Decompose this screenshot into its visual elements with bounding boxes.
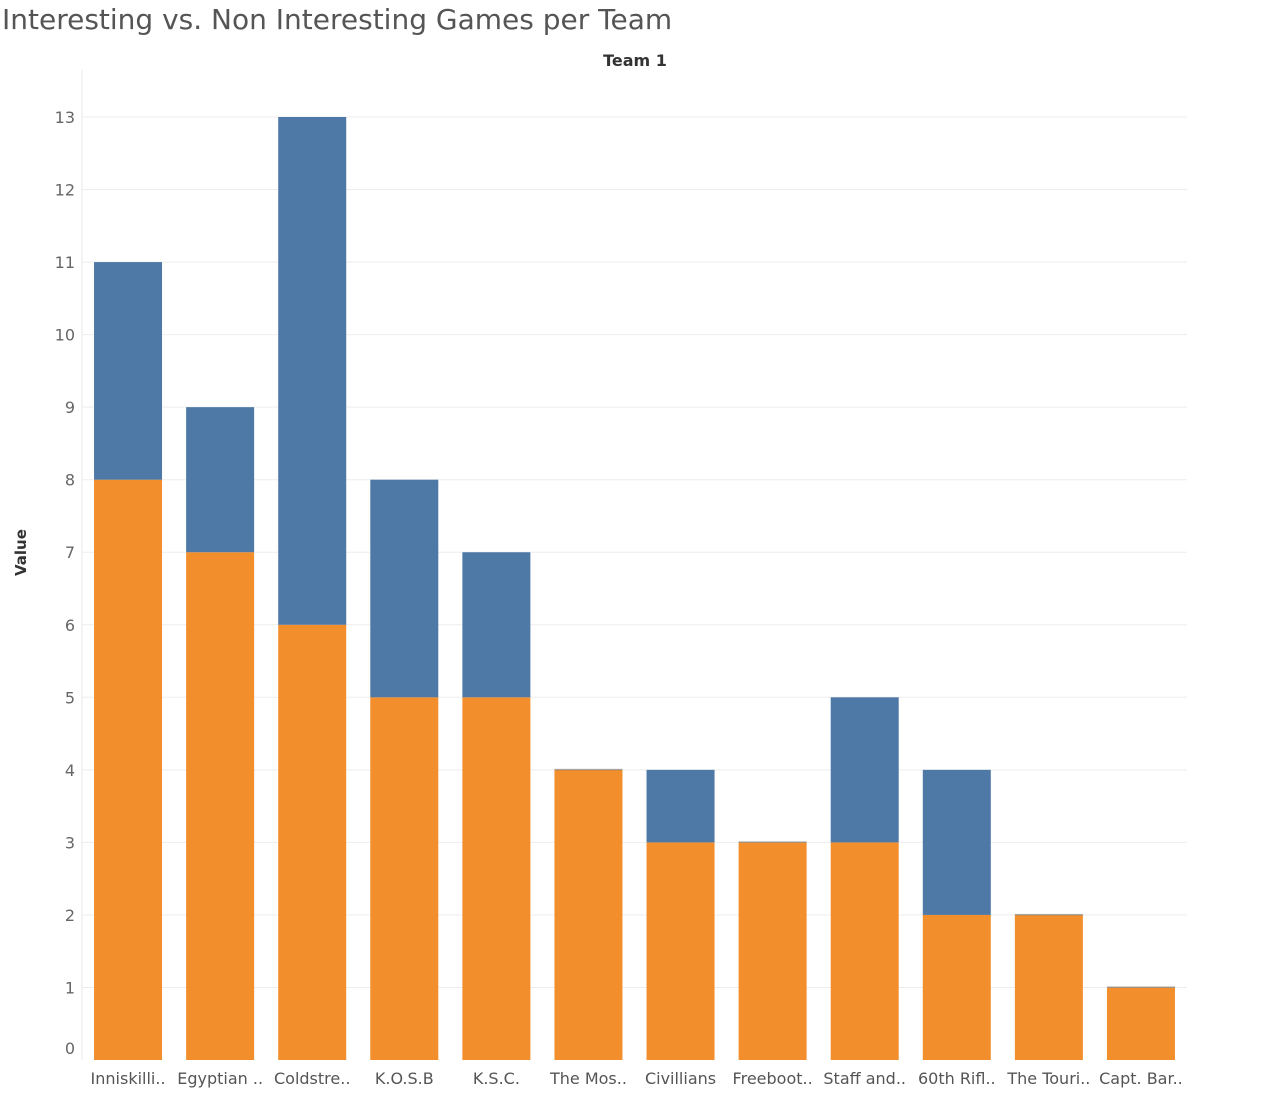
bar-segment-series-2[interactable] [922, 769, 991, 915]
bar-segment-series-1[interactable] [370, 697, 439, 1060]
y-tick-label: 1 [65, 978, 75, 997]
y-tick-label: 6 [65, 616, 75, 635]
x-tick-label: Coldstre.. [274, 1069, 350, 1088]
y-tick-label: 3 [65, 833, 75, 852]
y-tick-label: 8 [65, 471, 75, 490]
x-tick-label: Freeboot.. [733, 1069, 813, 1088]
x-tick-label: The Touri.. [1006, 1069, 1090, 1088]
bar-segment-series-2[interactable] [830, 697, 899, 843]
x-tick-label: Staff and.. [823, 1069, 906, 1088]
bar-segment-series-1[interactable] [462, 697, 531, 1060]
column-header-label: Team 1 [603, 51, 667, 70]
bar-segment-series-2[interactable] [94, 262, 163, 480]
y-tick-label: 9 [65, 398, 75, 417]
bar-segment-series-2[interactable] [646, 769, 715, 843]
bar-segment-series-1[interactable] [646, 842, 715, 1060]
bars [94, 117, 1175, 1060]
bar-segment-series-2 [554, 768, 623, 771]
y-tick-label: 5 [65, 688, 75, 707]
bar-segment-series-2 [1014, 913, 1083, 916]
bar-segment-series-1[interactable] [1106, 987, 1175, 1060]
y-tick-label: 11 [55, 253, 75, 272]
x-tick-label: K.O.S.B [375, 1069, 434, 1088]
x-axis-labels: Inniskilli.. Egyptian .. Coldstre.. K.O.S.B… [91, 1069, 1183, 1088]
x-tick-label: Inniskilli.. [91, 1069, 166, 1088]
bar-segment-series-2[interactable] [278, 117, 347, 625]
x-tick-label: K.S.C. [473, 1069, 520, 1088]
bar-segment-series-2[interactable] [370, 479, 439, 698]
x-tick-label: Egyptian .. [177, 1069, 263, 1088]
bar-segment-series-1[interactable] [186, 552, 255, 1060]
x-tick-label: 60th Rifl.. [918, 1069, 996, 1088]
bar-segment-series-1[interactable] [830, 842, 899, 1060]
y-tick-label: 7 [65, 543, 75, 562]
bar-segment-series-2[interactable] [186, 407, 255, 553]
bar-segment-series-1[interactable] [278, 624, 347, 1060]
y-tick-label: 4 [65, 761, 75, 780]
bar-segment-series-1[interactable] [922, 914, 991, 1060]
bar-segment-series-1[interactable] [94, 479, 163, 1060]
bar-segment-series-1[interactable] [554, 769, 623, 1060]
y-tick-label: 10 [55, 326, 75, 345]
y-tick-label: 2 [65, 906, 75, 925]
x-tick-label: Capt. Bar.. [1099, 1069, 1183, 1088]
bar-segment-series-2 [1106, 986, 1175, 988]
x-tick-label: Civillians [645, 1069, 716, 1088]
y-tick-label: 0 [65, 1039, 75, 1058]
bar-segment-series-2 [738, 841, 807, 843]
bar-segment-series-1[interactable] [1014, 914, 1083, 1060]
y-tick-label: 12 [55, 181, 75, 200]
x-tick-label: The Mos.. [549, 1069, 627, 1088]
bar-segment-series-1[interactable] [738, 842, 807, 1060]
bar-segment-series-2[interactable] [462, 552, 531, 698]
chart-title: Interesting vs. Non Interesting Games pe… [2, 3, 673, 36]
y-tick-label: 13 [55, 108, 75, 127]
gridlines [81, 70, 1187, 1060]
